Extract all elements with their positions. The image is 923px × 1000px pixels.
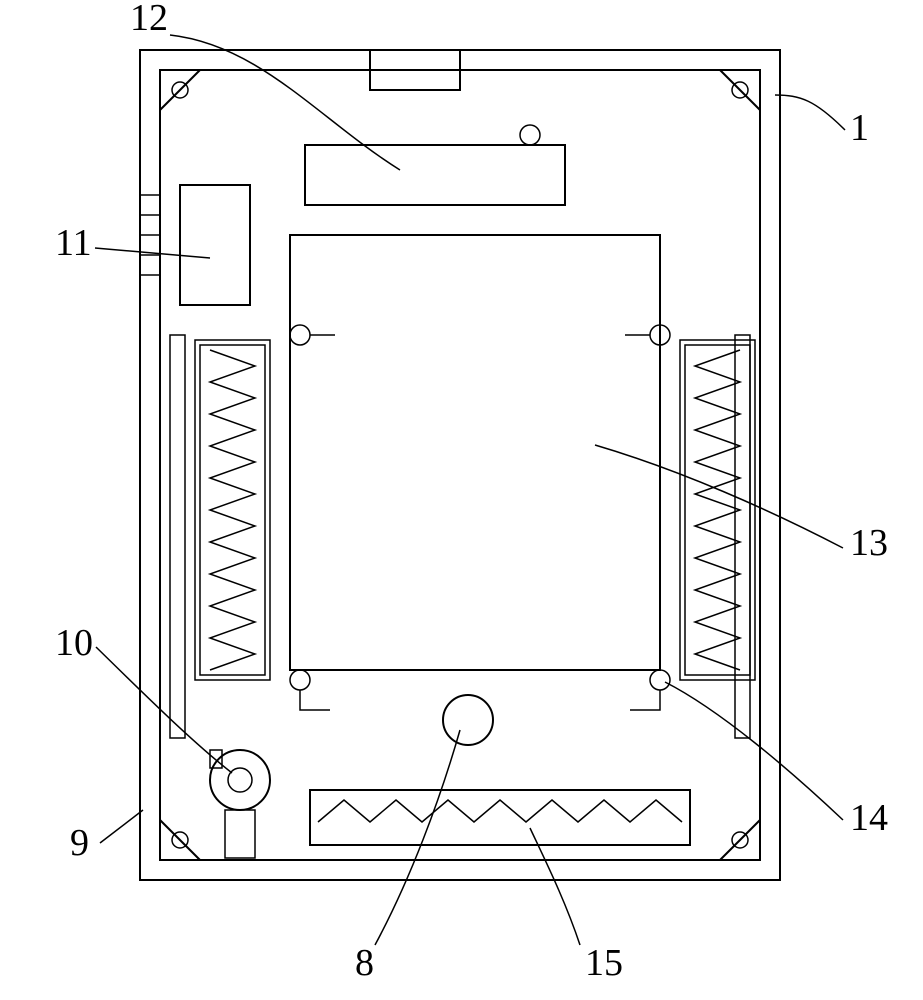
label-14: 14 — [850, 797, 888, 839]
label-8: 8 — [355, 942, 374, 984]
label-9: 9 — [70, 822, 89, 864]
label-11: 11 — [55, 222, 92, 264]
label-10: 10 — [55, 622, 93, 664]
label-13: 13 — [850, 522, 888, 564]
label-1: 1 — [850, 107, 869, 149]
label-15: 15 — [585, 942, 623, 984]
label-12: 12 — [130, 0, 168, 39]
